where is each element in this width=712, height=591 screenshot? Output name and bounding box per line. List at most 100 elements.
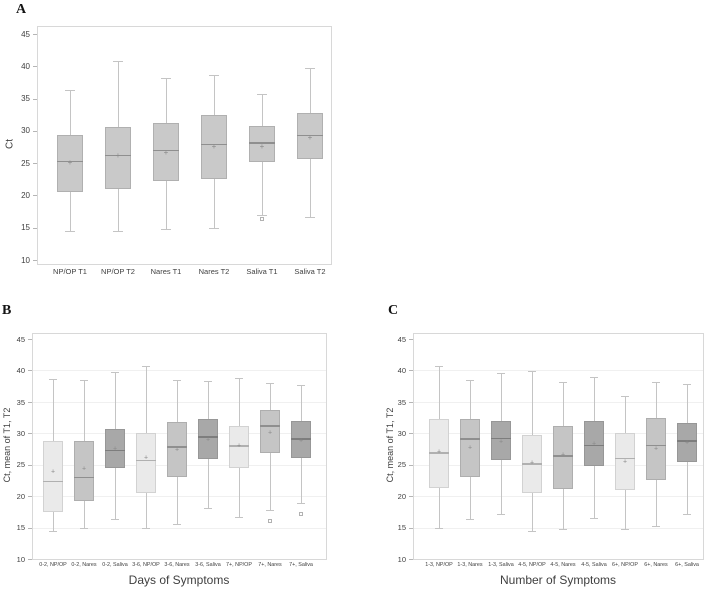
median-line <box>229 445 249 447</box>
whisker-cap <box>111 518 119 520</box>
whisker-cap <box>161 229 171 230</box>
whisker-cap <box>173 379 181 381</box>
median-line <box>646 444 666 446</box>
x-category-label: NP/OP T2 <box>101 267 135 276</box>
y-axis-tick <box>409 559 413 560</box>
whisker-cap <box>266 509 274 511</box>
mean-marker: + <box>205 436 211 444</box>
panel-a-plot-area: 10 15 20 25 30 35 40 45 + NP/OP T1 + NP/OP T2 + Nares… <box>21 26 332 275</box>
gridline <box>414 496 703 498</box>
box-iqr <box>43 440 63 513</box>
y-axis-tick-label: 25 <box>21 158 30 168</box>
whisker-cap <box>652 382 660 384</box>
median-line <box>584 444 604 446</box>
y-axis-tick <box>28 559 32 560</box>
y-axis-tick-label: 40 <box>16 366 25 376</box>
mean-marker: + <box>50 468 56 476</box>
y-axis-tick <box>409 496 413 498</box>
median-line <box>677 440 697 442</box>
x-category-label: 0-2, Nares <box>71 562 97 568</box>
box-iqr <box>105 126 131 189</box>
y-axis-tick <box>28 527 32 529</box>
y-axis-tick-label: 10 <box>21 255 30 265</box>
median-line <box>43 481 63 483</box>
whisker-cap <box>497 513 505 515</box>
y-axis-tick <box>409 339 413 340</box>
gridline <box>414 401 703 403</box>
whisker-cap <box>297 384 305 386</box>
whisker-cap <box>65 89 75 91</box>
y-axis-tick-label: 15 <box>21 223 30 233</box>
y-axis-tick-label: 35 <box>397 397 406 407</box>
median-line <box>491 437 511 440</box>
y-axis-tick <box>28 401 32 403</box>
mean-marker: + <box>529 459 535 467</box>
box-iqr <box>105 428 125 468</box>
whisker-cap <box>235 516 243 518</box>
y-axis-tick <box>409 401 413 403</box>
median-line <box>153 149 179 151</box>
outlier-point <box>268 518 272 523</box>
median-line <box>136 459 156 462</box>
y-axis-tick <box>409 433 413 435</box>
whisker-cap <box>257 214 267 216</box>
whisker-cap <box>49 378 57 380</box>
box-iqr <box>167 421 187 478</box>
box-iqr <box>584 420 604 466</box>
whisker-cap <box>113 61 123 63</box>
box-iqr <box>677 423 697 462</box>
y-axis-tick <box>33 163 37 165</box>
whisker-cap <box>590 377 598 379</box>
median-line <box>249 142 275 144</box>
whisker-cap <box>590 518 598 520</box>
y-axis-tick <box>28 370 32 372</box>
whisker-cap <box>621 396 629 398</box>
whisker-cap <box>80 528 88 530</box>
panel-a-letter: A <box>16 2 27 17</box>
whisker-cap <box>466 519 474 521</box>
y-axis-tick <box>409 464 413 466</box>
mean-marker: + <box>211 141 217 151</box>
whisker-cap <box>305 68 315 70</box>
median-line <box>553 455 573 457</box>
whisker-cap <box>142 527 150 529</box>
whisker-cap <box>209 227 219 229</box>
y-axis-tick-label: 30 <box>16 429 25 439</box>
box-iqr <box>646 417 666 481</box>
whisker-cap <box>235 377 243 379</box>
mean-marker: + <box>653 445 659 453</box>
x-category-label: NP/OP T1 <box>53 267 87 276</box>
y-axis-tick-label: 25 <box>16 460 25 470</box>
box-iqr <box>615 433 635 491</box>
x-category-label: Nares T2 <box>198 267 230 276</box>
whisker-cap <box>161 77 171 79</box>
whisker-cap <box>559 382 567 384</box>
median-line <box>105 449 125 452</box>
gridline <box>33 496 326 498</box>
whisker-cap <box>683 513 691 515</box>
y-axis-tick-label: 45 <box>21 29 30 39</box>
x-category-label: 4-5, Saliva <box>581 562 607 568</box>
mean-marker: + <box>81 465 87 473</box>
mean-marker: + <box>112 445 118 453</box>
whisker-cap <box>466 379 474 381</box>
median-line <box>260 425 280 427</box>
y-axis-tick <box>33 66 37 68</box>
gridline <box>414 527 703 529</box>
whisker-cap <box>435 527 443 529</box>
y-axis-tick-label: 40 <box>397 366 406 376</box>
y-axis-tick-label: 20 <box>397 491 406 501</box>
mean-marker: + <box>143 454 149 462</box>
y-axis-tick-label: 20 <box>21 190 30 200</box>
panel-c-x-axis-title: Number of Symptoms <box>499 573 617 587</box>
x-category-label: 1-3, Saliva <box>488 562 514 568</box>
median-line <box>522 463 542 465</box>
mean-marker: + <box>298 437 304 445</box>
box-iqr <box>249 125 275 163</box>
whisker-cap <box>257 94 267 96</box>
whisker-cap <box>652 525 660 527</box>
y-axis-tick <box>33 130 37 132</box>
whisker-cap <box>528 530 536 532</box>
whisker-cap <box>111 372 119 374</box>
whisker-cap <box>297 503 305 505</box>
